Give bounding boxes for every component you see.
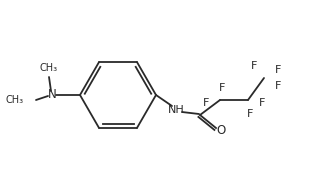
Text: F: F (203, 98, 209, 108)
Text: F: F (275, 81, 281, 91)
Text: F: F (251, 61, 257, 71)
Text: CH₃: CH₃ (40, 63, 58, 73)
Text: O: O (216, 124, 226, 138)
Text: F: F (275, 65, 281, 75)
Text: NH: NH (168, 105, 184, 115)
Text: F: F (259, 98, 265, 108)
Text: F: F (247, 109, 253, 119)
Text: F: F (219, 83, 225, 93)
Text: CH₃: CH₃ (6, 95, 24, 105)
Text: N: N (48, 88, 56, 101)
